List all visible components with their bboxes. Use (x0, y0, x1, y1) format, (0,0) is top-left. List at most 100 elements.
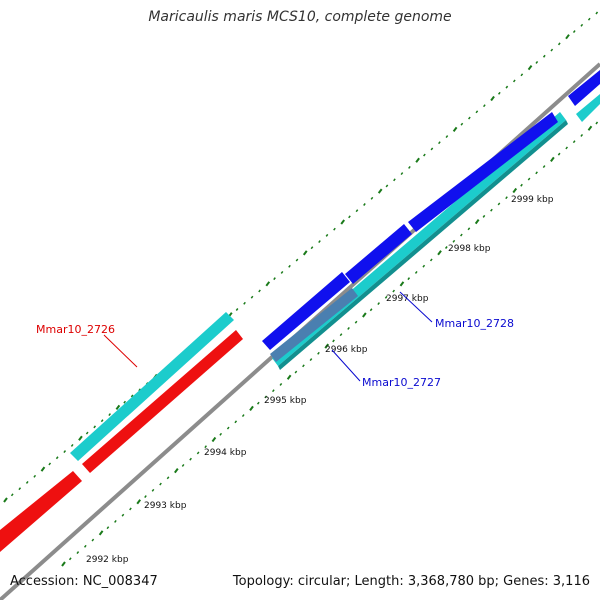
outer-tick (40, 466, 46, 472)
leader-mmar10-2727 (331, 349, 361, 382)
inner-tick (557, 152, 561, 156)
outer-tick (565, 34, 570, 40)
outer-tick (130, 394, 134, 398)
inner-tick (444, 246, 448, 249)
inner-tick (490, 208, 493, 212)
inner-tick (76, 551, 80, 554)
outer-tick (302, 250, 308, 256)
genome-summary-text: Topology: circular; Length: 3,368,780 bp… (232, 574, 590, 589)
inner-tick (542, 165, 546, 169)
inner-tick (211, 436, 217, 443)
inner-tick (535, 171, 538, 175)
outer-tick (325, 233, 329, 237)
outer-tick (340, 219, 346, 225)
gene-label[interactable]: Mmar10_2726 (36, 323, 115, 336)
outer-tick (430, 147, 434, 151)
outer-tick (243, 301, 246, 305)
outer-tick (295, 258, 299, 262)
outer-tick (280, 270, 284, 274)
inner-tick (61, 561, 66, 567)
outer-tick (512, 79, 516, 83)
outer-tick (33, 474, 37, 478)
gene-mmar10-2727-shape[interactable] (270, 288, 358, 362)
inner-tick (189, 457, 192, 461)
inner-tick (520, 183, 523, 187)
outer-tick (108, 413, 112, 416)
inner-tick (572, 140, 576, 144)
inner-tick (482, 214, 486, 218)
inner-tick (159, 482, 162, 486)
inner-tick (91, 538, 95, 542)
gene-red-2[interactable] (0, 471, 82, 552)
outer-tick (273, 277, 276, 281)
inner-tick (264, 395, 268, 399)
inner-tick (241, 414, 245, 418)
inner-tick (226, 426, 230, 430)
inner-tick (414, 270, 418, 274)
outer-tick (318, 240, 321, 244)
outer-tick (393, 178, 396, 182)
outer-tick (490, 95, 495, 102)
outer-tick (535, 60, 539, 64)
outer-tick (385, 184, 389, 188)
gene-label[interactable]: Mmar10_2727 (362, 376, 441, 389)
accession-text: Accession: NC_008347 (10, 574, 158, 589)
outer-tick (48, 462, 52, 466)
outer-tick (250, 295, 254, 299)
inner-tick (121, 513, 125, 517)
inner-tick (302, 364, 305, 368)
inner-tick (234, 420, 238, 424)
inner-tick (219, 432, 223, 436)
outer-tick (377, 188, 383, 194)
gene-blue-1[interactable] (262, 272, 350, 350)
scale-label: 2999 kbp (511, 195, 554, 205)
gene-label[interactable]: Mmar10_2728 (435, 317, 514, 330)
inner-tick (114, 519, 117, 523)
scale-label: 2993 kbp (144, 501, 187, 511)
inner-tick (136, 499, 142, 505)
outer-tick (70, 443, 74, 447)
leader-mmar10-2726 (103, 334, 138, 368)
outer-tick (572, 30, 576, 33)
outer-tick (18, 487, 22, 491)
inner-tick (204, 445, 208, 449)
inner-tick (144, 495, 147, 498)
outer-tick (460, 122, 464, 126)
inner-tick (317, 351, 320, 355)
inner-tick (249, 405, 254, 411)
gene-mmar10-2726-shape[interactable] (82, 330, 243, 473)
gene-blue-2[interactable] (345, 224, 412, 284)
gene-blue-4[interactable] (568, 70, 600, 106)
map-title: Maricaulis maris MCS10, complete genome (148, 9, 452, 25)
inner-tick (181, 463, 185, 467)
outer-tick (400, 172, 404, 176)
outer-tick (55, 456, 59, 460)
inner-tick (452, 239, 456, 243)
outer-tick (415, 157, 420, 163)
inner-tick (286, 374, 292, 380)
outer-tick (580, 23, 584, 27)
inner-tick-track (61, 121, 599, 567)
inner-tick (347, 326, 350, 330)
inner-tick (399, 281, 405, 287)
outer-tick-track (3, 11, 599, 503)
scale-label: 2992 kbp (86, 555, 129, 565)
outer-tick (452, 126, 458, 132)
outer-tick (557, 42, 561, 46)
inner-tick (339, 333, 343, 337)
inner-tick (354, 320, 358, 324)
inner-tick (505, 196, 508, 200)
outer-tick (123, 400, 126, 404)
gene-mmar10-2728-shape[interactable] (408, 112, 558, 232)
inner-tick (384, 295, 388, 299)
inner-tick (422, 264, 426, 268)
inner-tick (324, 343, 330, 349)
outer-tick (595, 11, 599, 15)
outer-tick (423, 153, 426, 157)
cds-segment-1 (70, 312, 234, 461)
inner-tick (460, 233, 463, 237)
inner-tick (467, 227, 471, 231)
outer-tick (258, 289, 261, 293)
inner-tick (369, 308, 373, 312)
